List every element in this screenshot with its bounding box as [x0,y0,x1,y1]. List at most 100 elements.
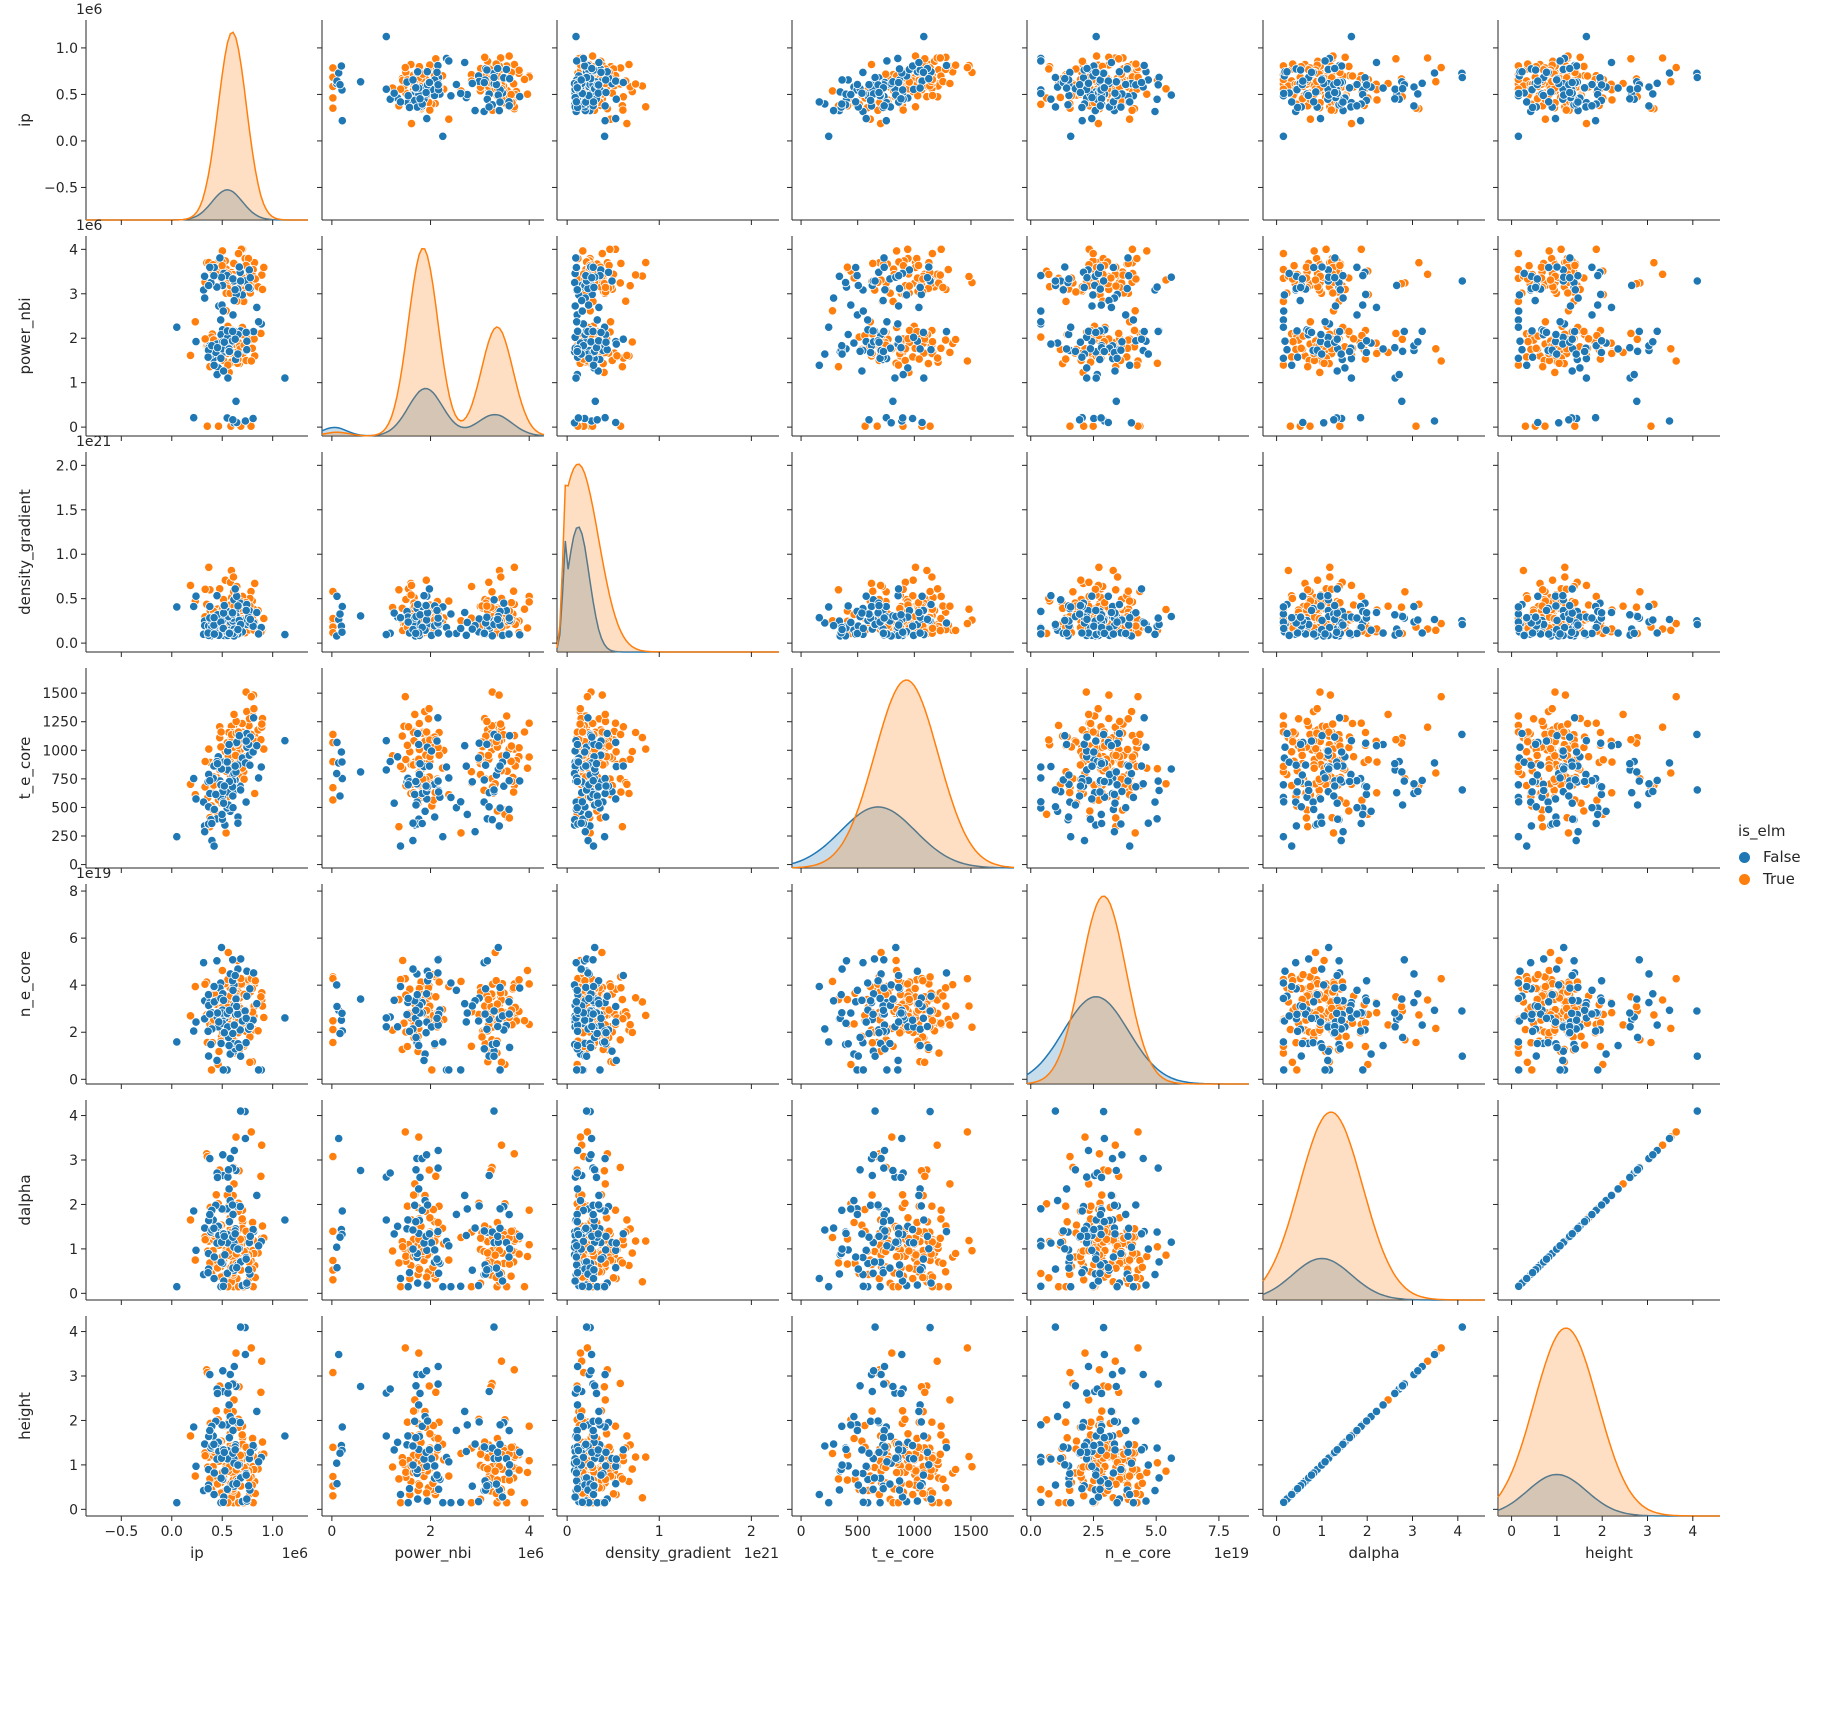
scatter-point-true [229,709,239,720]
scatter-point-false [915,83,925,93]
scatter-point-false [1346,373,1357,383]
scatter-point-false [252,741,262,751]
scatter-point-false [864,415,874,425]
scatter-point-false [1513,353,1524,363]
scatter-point-false [1552,262,1562,272]
scatter-point-false [1320,317,1330,327]
scatter-point-true [1411,421,1421,431]
scatter-point-false [1587,262,1597,272]
scatter-point-false [1106,607,1117,618]
scatter-point-true [1326,105,1336,115]
scatter-point-false [470,106,480,116]
scatter-point-false [894,620,904,630]
scatter-point-true [945,601,955,611]
scatter-point-false [1565,301,1576,311]
scatter-point-false [866,601,877,612]
scatter-point-true [524,597,534,607]
scatter-point-true [1111,281,1121,291]
scatter-point-true [1131,59,1141,69]
panel-power_nbi-vs-dalpha [1258,236,1485,441]
scatter-point-false [249,713,259,723]
scatter-point-false [1136,584,1147,594]
scatter-point-false [1082,63,1092,74]
scatter-point-false [230,285,240,295]
scatter-point-false [1332,584,1342,594]
scatter-point-false [1106,302,1117,312]
scatter-point-true [395,761,406,772]
scatter-point-false [1099,346,1109,357]
scatter-point-false [1284,268,1294,278]
panel-density_gradient-vs-density_gradient [552,452,779,657]
scatter-point-false [1152,282,1162,292]
scatter-point-false [572,317,582,327]
scatter-point-false [898,413,908,423]
scatter-point-true [1356,244,1366,254]
scatter-point-false [1320,629,1330,639]
scatter-point-true [1161,604,1171,615]
scatter-point-false [515,630,525,640]
scatter-point-true [1088,249,1098,259]
scatter-point-true [1666,344,1676,354]
scatter-point-false [573,413,584,423]
scatter-point-false [611,417,621,428]
scatter-point-true [908,575,918,585]
scatter-point-false [858,623,868,634]
scatter-point-false [1091,327,1101,337]
scatter-point-false [1597,336,1607,346]
scatter-point-false [229,295,239,306]
scatter-point-false [874,600,884,611]
scatter-point-true [1055,92,1066,103]
scatter-point-false [493,63,503,74]
scatter-point-false [864,80,874,90]
scatter-point-false [189,601,199,612]
scatter-point-true [1065,421,1075,431]
scatter-point-false [1087,591,1097,601]
scatter-point-true [221,828,231,838]
scatter-point-false [893,53,903,64]
scatter-point-false [1345,628,1355,638]
scatter-point-false [209,804,219,815]
scatter-point-true [204,562,214,572]
y-offset-label: 1e21 [76,434,111,450]
scatter-point-false [1121,79,1131,90]
scatter-point-false [244,282,254,292]
scatter-point-true [1523,337,1533,347]
scatter-point-false [1066,602,1076,612]
scatter-point-false [1555,317,1565,327]
scatter-point-false [1596,289,1606,299]
scatter-point-true [1581,119,1592,129]
scatter-point-true [935,625,945,636]
scatter-point-false [207,818,217,829]
scatter-point-false [1606,57,1617,68]
scatter-point-false [1457,72,1467,83]
scatter-point-false [1371,57,1382,68]
scatter-point-false [599,131,610,141]
scatter-point-true [1061,296,1071,306]
scatter-point-false [212,343,223,353]
scatter-point-false [857,88,867,98]
scatter-point-false [1125,97,1135,107]
scatter-point-false [1309,262,1319,273]
panel-ip-vs-power_nbi [317,20,544,225]
scatter-point-false [611,76,621,86]
scatter-point-false [1095,262,1106,272]
scatter-point-false [424,77,434,88]
scatter-point-true [1111,585,1121,595]
scatter-point-false [1555,56,1565,66]
scatter-point-false [1096,413,1106,423]
scatter-point-false [1143,624,1153,635]
scatter-point-true [1372,95,1382,105]
scatter-point-false [1587,613,1597,623]
scatter-point-false [1091,67,1101,77]
scatter-point-false [851,262,861,273]
scatter-point-false [1390,94,1400,104]
scatter-point-false [254,629,264,639]
scatter-point-false [403,91,413,101]
scatter-point-false [336,61,346,71]
scatter-point-false [596,67,606,77]
scatter-point-false [914,302,924,312]
scatter-point-false [1378,628,1388,638]
scatter-point-false [1112,353,1122,363]
scatter-point-true [1396,602,1407,612]
scatter-point-false [1089,621,1099,631]
